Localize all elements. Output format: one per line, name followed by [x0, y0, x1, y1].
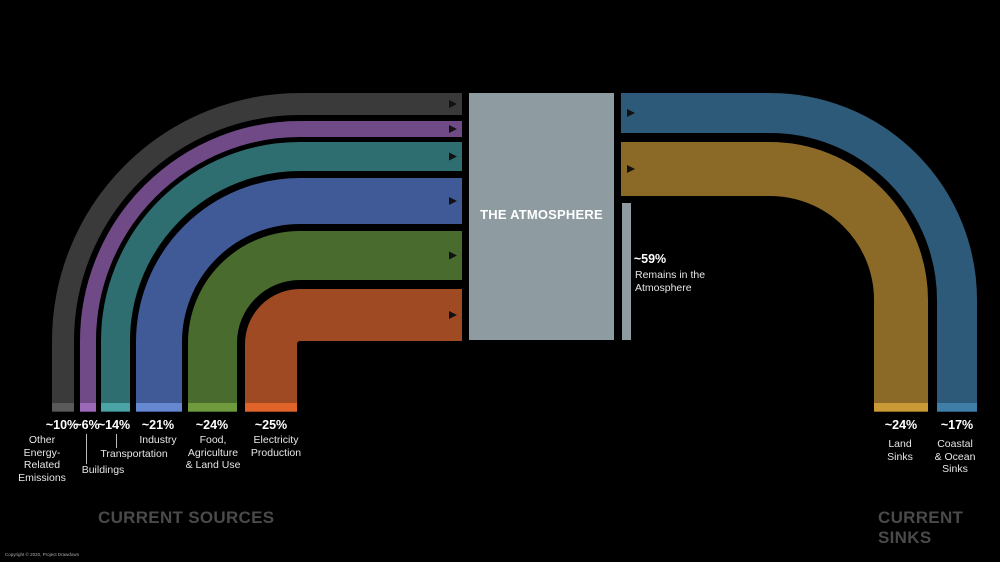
remains-percent: ~59% [633, 252, 667, 266]
label-buildings: Buildings [81, 464, 125, 476]
arrow-industry [449, 197, 457, 205]
sink-bands [621, 93, 977, 412]
band-transportation [101, 142, 462, 412]
source-bands [52, 93, 462, 412]
percent-buildings: ~6% [74, 418, 100, 432]
remains-label: Remains in the Atmosphere [635, 269, 706, 294]
swatch-coastal [937, 403, 977, 411]
arrow-buildings [449, 125, 457, 133]
swatch-other [52, 403, 74, 411]
band-buildings [80, 121, 462, 412]
swatch-buildings [80, 403, 96, 411]
band-land [621, 142, 928, 412]
arrow-land [627, 165, 635, 173]
label-coastal: Coastal & Ocean Sinks [934, 438, 976, 475]
atmosphere-title: THE ATMOSPHERE [480, 207, 603, 222]
arrow-food [449, 251, 457, 260]
atmosphere-box [469, 93, 614, 340]
label-food: Food, Agriculture & Land Use [185, 434, 241, 471]
arrow-coastal [627, 109, 635, 117]
tick-transportation [116, 434, 117, 448]
band-coastal [621, 93, 977, 412]
swatch-electricity [245, 403, 297, 411]
label-land: Land Sinks [887, 438, 913, 463]
band-electricity [245, 289, 462, 412]
percent-transportation: ~14% [97, 418, 131, 432]
band-industry [136, 178, 462, 412]
label-transportation: Transportation [100, 448, 168, 460]
tick-other [86, 434, 87, 464]
copyright: Copyright © 2020, Project Drawdown [5, 552, 80, 557]
percent-coastal: ~17% [940, 418, 974, 432]
sinks-title: CURRENT SINKS [878, 508, 964, 547]
percent-food: ~24% [195, 418, 229, 432]
label-industry: Industry [139, 434, 177, 446]
remains-bar [622, 203, 631, 340]
percent-electricity: ~25% [254, 418, 288, 432]
swatch-industry [136, 403, 182, 411]
arrow-other [449, 100, 457, 108]
band-other [52, 93, 462, 412]
percent-other: ~10% [45, 418, 79, 432]
swatch-transportation [101, 403, 130, 411]
band-food [188, 231, 462, 412]
label-electricity: Electricity Production [250, 434, 302, 459]
swatch-land [874, 403, 928, 411]
swatch-food [188, 403, 237, 411]
percent-land: ~24% [884, 418, 918, 432]
arrow-transportation [449, 152, 457, 161]
percent-industry: ~21% [141, 418, 175, 432]
sources-title: CURRENT SOURCES [98, 508, 275, 527]
label-other: Other Energy- Related Emissions [18, 434, 66, 484]
arrow-electricity [449, 311, 457, 319]
